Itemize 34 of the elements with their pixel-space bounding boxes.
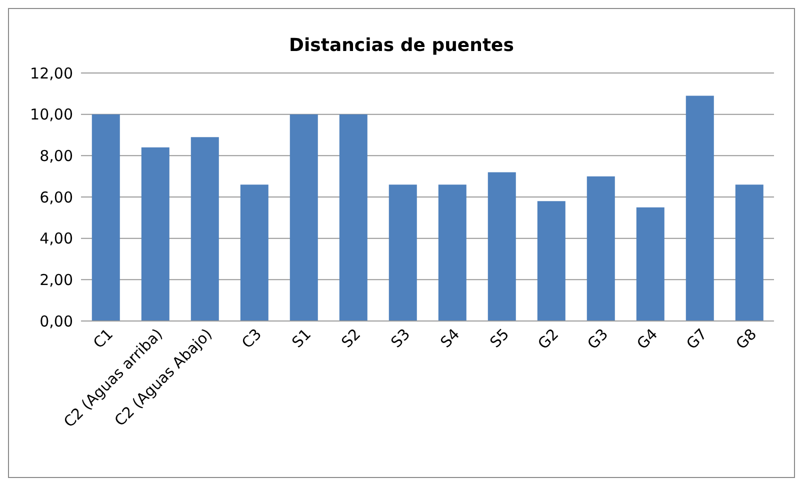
bar — [636, 207, 664, 321]
x-tick-label: G2 — [534, 325, 562, 353]
y-tick-label: 8,00 — [40, 146, 73, 165]
x-tick-label: C3 — [238, 325, 266, 352]
x-tick-label: S4 — [436, 325, 464, 352]
x-tick-label: C1 — [90, 325, 117, 352]
bar — [586, 176, 615, 321]
x-tick-label: S5 — [486, 325, 513, 352]
y-tick-label: 12,00 — [30, 64, 73, 82]
x-tick-label: G3 — [584, 325, 612, 353]
x-tick-label: S3 — [387, 325, 414, 352]
bar — [92, 114, 120, 321]
bar — [488, 172, 516, 321]
y-tick-label: 10,00 — [30, 106, 73, 124]
bar — [141, 147, 170, 321]
bar — [537, 201, 566, 321]
chart-title: Distancias de puentes — [288, 35, 515, 58]
x-tick-label: G7 — [682, 325, 711, 353]
y-tick-label: 2,00 — [40, 270, 73, 289]
bar — [686, 96, 714, 321]
y-tick-label: 0,00 — [40, 312, 73, 330]
bar — [438, 184, 466, 321]
y-tick-label: 6,00 — [40, 188, 73, 206]
x-tick-label: S2 — [338, 325, 364, 352]
bar — [190, 137, 219, 321]
bar — [339, 114, 368, 321]
bar — [240, 184, 268, 321]
x-tick-label: G8 — [732, 325, 760, 353]
bar — [290, 114, 318, 321]
bar — [388, 184, 417, 321]
x-tick-label: G4 — [633, 325, 662, 353]
bar — [735, 184, 764, 321]
x-tick-label: S1 — [288, 325, 315, 352]
y-tick-label: 4,00 — [40, 230, 73, 248]
